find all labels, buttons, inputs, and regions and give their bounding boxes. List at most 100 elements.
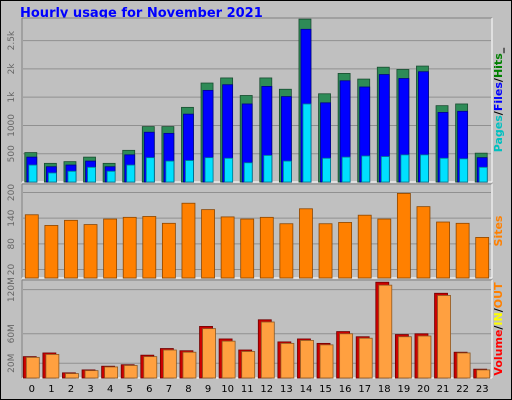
x-tick-label: 0 [29, 384, 35, 395]
x-tick-label: 21 [437, 384, 450, 395]
bar-pages-17 [361, 155, 371, 183]
bar-pages-3 [87, 166, 96, 183]
x-tick-label: 8 [185, 384, 191, 395]
bar-sites-18 [377, 218, 392, 279]
bar-out-8 [182, 351, 197, 379]
bar-sites-13 [279, 223, 294, 279]
bar-pages-13 [282, 160, 292, 183]
bar-pages-11 [243, 162, 253, 183]
bar-out-23 [476, 369, 491, 379]
panel-label-part: / [492, 307, 505, 312]
tick-label: 2k [7, 63, 17, 75]
tick-label: 140 [7, 209, 17, 226]
bar-sites-0 [24, 214, 39, 279]
panel-label-part: Files [492, 82, 505, 112]
bar-out-3 [84, 370, 99, 379]
tick-label: 60M [7, 324, 17, 343]
panel-label-part: Hits [492, 53, 505, 78]
bar-sites-1 [44, 225, 59, 279]
x-tick-label: 4 [107, 384, 113, 395]
bar-out-1 [45, 354, 60, 379]
x-tick-label: 5 [127, 384, 133, 395]
tick-label: 20M [7, 354, 17, 373]
bar-pages-15 [322, 157, 331, 183]
x-tick-label: 20 [417, 384, 430, 395]
bar-out-11 [241, 351, 256, 379]
bar-sites-15 [318, 223, 333, 279]
x-tick-label: 9 [205, 384, 211, 395]
bar-pages-6 [145, 157, 155, 183]
bar-out-0 [25, 356, 40, 379]
tick-label: 80 [7, 238, 17, 250]
bar-out-20 [417, 335, 432, 379]
bar-pages-7 [165, 160, 175, 183]
tick-label: 500 [7, 145, 17, 162]
tick-label: 2.5k [7, 30, 17, 50]
x-tick-label: 18 [378, 384, 391, 395]
bar-sites-5 [122, 216, 137, 279]
bar-out-18 [378, 284, 393, 379]
panel-label-part: / [492, 325, 505, 330]
bar-pages-14 [302, 103, 312, 183]
bar-pages-19 [400, 154, 410, 183]
x-tick-label: 19 [398, 384, 411, 395]
bar-sites-4 [103, 218, 118, 279]
bar-sites-21 [436, 221, 450, 279]
tick-label: 200 [7, 184, 17, 201]
panel-label-part: OUT [492, 282, 505, 308]
bar-out-22 [456, 352, 471, 379]
x-tick-label: 11 [241, 384, 254, 395]
panel-bg-volume [22, 280, 492, 378]
panel-label-part: / [492, 77, 505, 82]
x-tick-label: 3 [87, 384, 93, 395]
tick-label: 20 [7, 263, 17, 275]
bar-out-19 [397, 336, 412, 379]
bar-pages-5 [126, 164, 136, 183]
bar-sites-2 [64, 219, 78, 279]
bar-out-12 [260, 321, 275, 379]
bar-sites-7 [161, 222, 176, 279]
tick-label: 120M [7, 277, 17, 302]
x-tick-label: 12 [260, 384, 273, 395]
chart-title: Hourly usage for November 2021 [20, 6, 263, 21]
x-tick-label: 1 [48, 384, 54, 395]
bar-pages-18 [380, 156, 390, 183]
bar-out-14 [300, 340, 314, 379]
bar-sites-20 [416, 206, 431, 279]
bar-out-7 [162, 349, 177, 379]
bar-pages-22 [459, 158, 469, 183]
bar-sites-19 [396, 192, 411, 279]
bar-out-6 [143, 356, 158, 379]
bar-out-13 [280, 342, 295, 379]
x-tick-label: 10 [221, 384, 234, 395]
bar-out-17 [358, 337, 373, 379]
bar-sites-6 [142, 216, 157, 279]
bar-sites-10 [220, 216, 235, 279]
bar-out-4 [104, 366, 119, 379]
bar-sites-9 [201, 209, 215, 279]
x-tick-label: 23 [476, 384, 489, 395]
tick-label: 1k [7, 91, 17, 103]
x-tick-label: 13 [280, 384, 293, 395]
bar-sites-12 [259, 216, 274, 279]
bar-sites-11 [240, 218, 255, 279]
bar-pages-12 [263, 155, 273, 183]
bar-sites-22 [455, 222, 470, 279]
bar-pages-4 [106, 170, 116, 183]
panel-bg-sites [22, 184, 492, 278]
bar-out-21 [437, 295, 451, 379]
bar-pages-10 [224, 157, 234, 183]
panel-label-part: / [492, 110, 505, 115]
bar-pages-0 [28, 164, 38, 183]
x-tick-label: 14 [300, 384, 313, 395]
panel-label-hits-files-pages: Pages/Files/Hits_ [492, 47, 505, 152]
x-tick-label: 2 [68, 384, 74, 395]
x-tick-label: 17 [358, 384, 371, 395]
x-tick-label: 16 [339, 384, 352, 395]
bar-sites-16 [338, 222, 353, 279]
panel-label-volume: Volume/IN/OUT [492, 282, 505, 376]
panel-label-part: IN [492, 312, 505, 325]
panel-label-part: Sites [492, 215, 505, 246]
panel-label-part: _ [492, 47, 505, 53]
